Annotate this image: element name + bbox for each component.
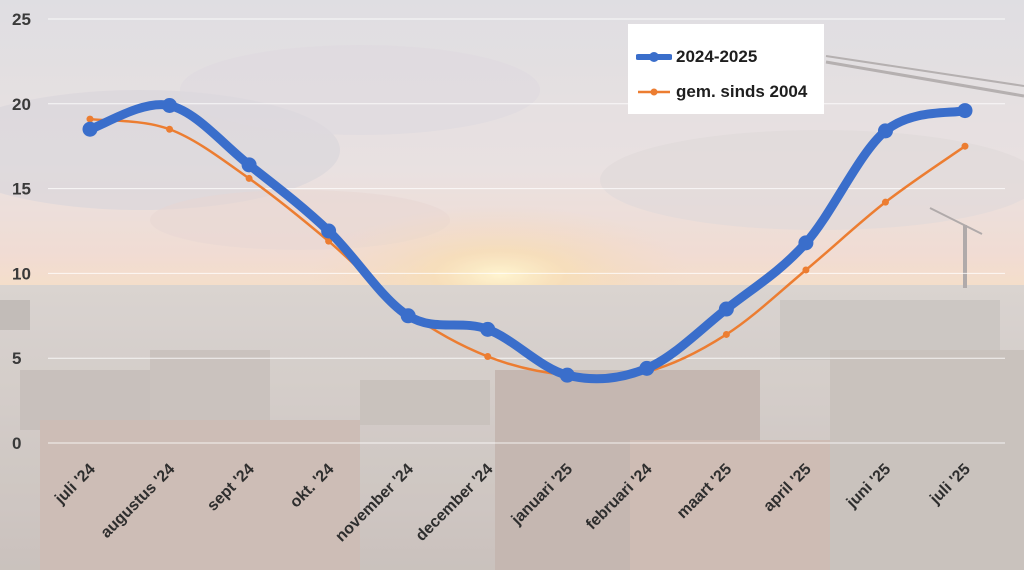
y-tick-label-1: 5 (12, 349, 21, 368)
y-tick-label-3: 15 (12, 180, 31, 199)
legend-label-1: 2024-2025 (676, 47, 758, 66)
series-1-point-4 (400, 308, 416, 324)
series-2-point-11 (961, 142, 969, 150)
x-tick-label-7: februari '24 (583, 461, 656, 534)
x-tick-label-6: januari '25 (508, 461, 576, 529)
y-tick-label-0: 0 (12, 434, 21, 453)
series-1-point-1 (162, 97, 178, 113)
y-axis: 0 5 10 15 20 25 (12, 10, 31, 453)
gridlines (48, 18, 1005, 444)
series-1-point-7 (639, 360, 655, 376)
series-1-point-8 (718, 301, 734, 317)
legend: 2024-2025 gem. sinds 2004 (628, 24, 824, 114)
x-tick-label-3: okt. '24 (287, 461, 338, 512)
x-tick-label-0: juli '24 (51, 461, 99, 509)
x-tick-label-8: maart '25 (674, 461, 735, 522)
legend-dot-1 (649, 52, 659, 62)
series-2-point-2 (245, 174, 253, 182)
legend-item-2: gem. sinds 2004 (636, 81, 807, 103)
x-tick-label-4: november '24 (332, 461, 417, 546)
x-tick-label-5: december '24 (413, 461, 497, 545)
x-tick-label-9: april '25 (760, 461, 814, 515)
series-1-point-10 (877, 123, 893, 139)
series-1-point-2 (241, 157, 257, 173)
series-2-line (88, 117, 967, 379)
series-2-point-3 (325, 237, 333, 245)
x-tick-label-11: juli '25 (926, 461, 974, 509)
y-tick-label-4: 20 (12, 95, 31, 114)
series-2-point-1 (166, 125, 174, 133)
series-2 (86, 115, 969, 379)
series-2-point-0 (86, 115, 94, 123)
x-tick-label-2: sept '24 (204, 461, 258, 515)
series-1-point-5 (480, 321, 496, 337)
legend-label-2: gem. sinds 2004 (676, 82, 808, 101)
legend-dot-2 (650, 88, 658, 96)
series (82, 97, 973, 384)
series-1-line (85, 100, 970, 384)
series-1-point-3 (321, 223, 337, 239)
series-2-point-9 (802, 266, 810, 274)
legend-item-1: 2024-2025 (636, 46, 757, 68)
series-1-point-6 (559, 367, 575, 383)
series-2-point-10 (881, 198, 889, 206)
series-2-point-5 (484, 353, 492, 361)
legend-marker-2-icon (638, 88, 670, 96)
series-1-point-0 (82, 121, 98, 137)
y-tick-label-5: 25 (12, 10, 31, 29)
series-1-point-9 (798, 235, 814, 251)
series-2-point-8 (722, 330, 730, 338)
x-tick-label-1: augustus '24 (98, 461, 179, 542)
x-tick-label-10: juni '25 (843, 461, 894, 512)
legend-marker-1-icon (636, 52, 672, 62)
series-1-point-11 (957, 103, 973, 119)
y-tick-label-2: 10 (12, 264, 31, 283)
series-1 (82, 97, 973, 384)
